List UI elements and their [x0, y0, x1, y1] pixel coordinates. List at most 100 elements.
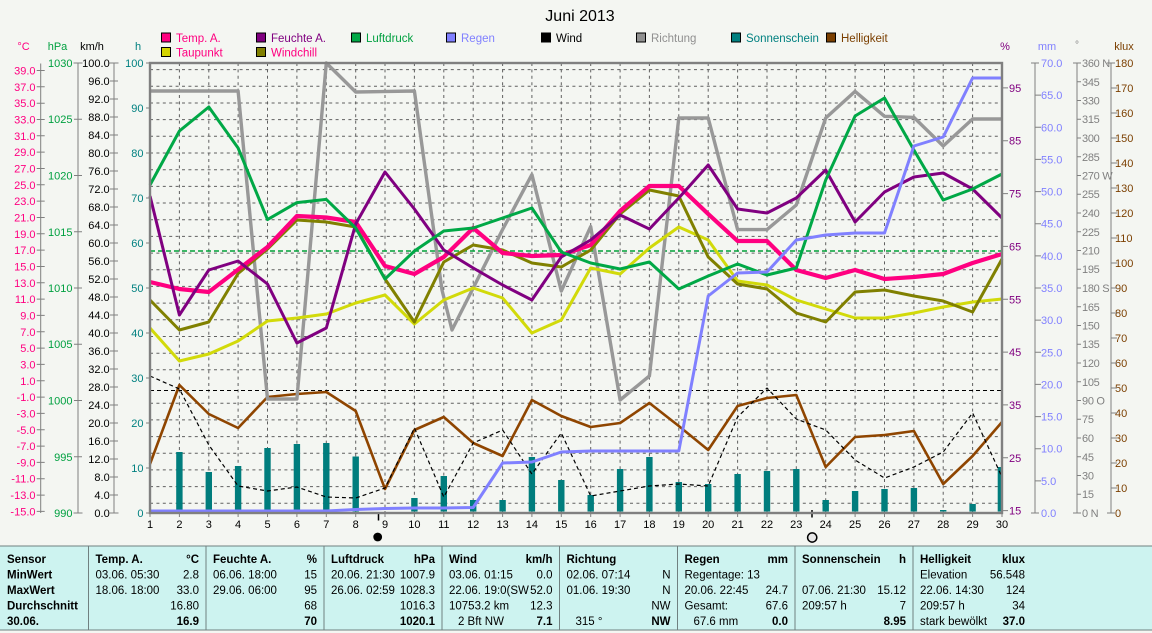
svg-text:-1.0: -1.0	[17, 392, 36, 404]
svg-text:1025: 1025	[48, 114, 72, 126]
svg-text:1016.3: 1016.3	[400, 601, 435, 613]
svg-text:270 W: 270 W	[1082, 171, 1113, 183]
svg-text:140: 140	[1115, 158, 1133, 170]
svg-text:70: 70	[304, 616, 317, 628]
svg-text:100.0: 100.0	[82, 58, 110, 70]
svg-text:4.0: 4.0	[94, 490, 109, 502]
svg-text:150: 150	[1082, 321, 1100, 333]
svg-text:315: 315	[1082, 114, 1100, 126]
svg-text:92.0: 92.0	[88, 94, 109, 106]
svg-text:km/h: km/h	[80, 41, 104, 53]
svg-text:Wind: Wind	[556, 33, 582, 45]
svg-text:209:57 h: 209:57 h	[920, 601, 965, 613]
svg-text:70: 70	[1115, 333, 1127, 345]
svg-text:40.0: 40.0	[1041, 251, 1062, 263]
svg-text:64.0: 64.0	[88, 220, 109, 232]
svg-text:995: 995	[54, 452, 72, 464]
svg-text:07.06. 21:30: 07.06. 21:30	[802, 585, 866, 597]
svg-text:96.0: 96.0	[88, 76, 109, 88]
svg-text:N: N	[662, 570, 670, 582]
svg-text:°C: °C	[186, 554, 199, 566]
svg-text:24.0: 24.0	[88, 400, 109, 412]
svg-text:02.06. 07:14: 02.06. 07:14	[567, 570, 632, 582]
svg-text:33.0: 33.0	[14, 115, 35, 127]
svg-text:1020.1: 1020.1	[400, 616, 436, 628]
svg-text:88.0: 88.0	[88, 112, 109, 124]
svg-text:01.06. 19:30: 01.06. 19:30	[567, 585, 631, 597]
svg-text:80: 80	[131, 148, 143, 160]
svg-text:1020: 1020	[48, 171, 72, 183]
svg-text:105: 105	[1082, 377, 1100, 389]
svg-text:84.0: 84.0	[88, 130, 109, 142]
svg-text:6: 6	[294, 519, 300, 531]
svg-text:2 Bft NW: 2 Bft NW	[449, 616, 504, 628]
svg-text:°C: °C	[17, 41, 29, 53]
svg-text:18: 18	[643, 519, 655, 531]
svg-text:67.6 mm: 67.6 mm	[685, 616, 739, 628]
svg-text:72.0: 72.0	[88, 184, 109, 196]
svg-text:3.0: 3.0	[20, 359, 35, 371]
svg-text:h: h	[899, 554, 906, 566]
svg-text:95: 95	[304, 585, 317, 597]
svg-text:25.0: 25.0	[1041, 347, 1062, 359]
svg-text:2: 2	[176, 519, 182, 531]
svg-text:21.0: 21.0	[14, 213, 35, 225]
svg-text:1010: 1010	[48, 283, 72, 295]
svg-text:37.0: 37.0	[14, 82, 35, 94]
svg-text:40.0: 40.0	[88, 328, 109, 340]
svg-text:1030: 1030	[48, 58, 72, 70]
svg-text:36.0: 36.0	[88, 346, 109, 358]
svg-text:39.0: 39.0	[14, 66, 35, 78]
svg-text:80: 80	[1115, 308, 1127, 320]
svg-text:29: 29	[966, 519, 978, 531]
svg-text:-7.0: -7.0	[17, 441, 36, 453]
svg-text:210: 210	[1082, 246, 1100, 258]
svg-text:300: 300	[1082, 133, 1100, 145]
svg-text:15.12: 15.12	[877, 585, 906, 597]
svg-text:40: 40	[131, 328, 143, 340]
svg-text:55.0: 55.0	[1041, 154, 1062, 166]
svg-text:Regen: Regen	[685, 554, 720, 566]
svg-text:60: 60	[1115, 358, 1127, 370]
svg-text:8.0: 8.0	[94, 472, 109, 484]
svg-text:68: 68	[304, 601, 317, 613]
svg-text:135: 135	[1082, 339, 1100, 351]
svg-text:23: 23	[790, 519, 802, 531]
svg-text:03.06. 01:15: 03.06. 01:15	[449, 570, 513, 582]
svg-text:17.0: 17.0	[14, 245, 35, 257]
svg-text:Sonnenschein: Sonnenschein	[746, 33, 819, 45]
svg-text:30: 30	[1082, 471, 1094, 483]
svg-text:45.0: 45.0	[1041, 219, 1062, 231]
svg-text:1015: 1015	[48, 227, 72, 239]
svg-text:70: 70	[131, 193, 143, 205]
svg-text:%: %	[1000, 41, 1010, 53]
svg-text:30.06.: 30.06.	[7, 616, 39, 628]
svg-text:7.1: 7.1	[537, 616, 554, 628]
svg-text:15.0: 15.0	[14, 262, 35, 274]
svg-text:28.0: 28.0	[88, 382, 109, 394]
svg-text:19: 19	[673, 519, 685, 531]
svg-text:7: 7	[323, 519, 329, 531]
svg-text:75: 75	[1009, 189, 1021, 201]
svg-text:03.06. 05:30: 03.06. 05:30	[96, 570, 160, 582]
svg-text:28: 28	[937, 519, 949, 531]
svg-text:29.06. 06:00: 29.06. 06:00	[213, 585, 277, 597]
svg-text:8.95: 8.95	[884, 616, 907, 628]
svg-text:1: 1	[147, 519, 153, 531]
svg-text:34: 34	[1012, 601, 1025, 613]
svg-text:12.3: 12.3	[530, 601, 552, 613]
svg-text:Regentage: 13: Regentage: 13	[685, 570, 760, 582]
svg-text:Helligkeit: Helligkeit	[920, 554, 971, 566]
svg-text:km/h: km/h	[526, 554, 553, 566]
svg-text:10753.2 km: 10753.2 km	[449, 601, 509, 613]
svg-text:285: 285	[1082, 152, 1100, 164]
svg-text:15: 15	[1009, 506, 1021, 518]
svg-text:52.0: 52.0	[530, 585, 552, 597]
svg-text:31.0: 31.0	[14, 131, 35, 143]
svg-text:0: 0	[1115, 508, 1121, 520]
svg-text:30: 30	[1115, 433, 1127, 445]
svg-text:18.06. 18:00: 18.06. 18:00	[96, 585, 160, 597]
svg-text:hPa: hPa	[414, 554, 436, 566]
svg-text:21: 21	[731, 519, 743, 531]
svg-text:12: 12	[467, 519, 479, 531]
